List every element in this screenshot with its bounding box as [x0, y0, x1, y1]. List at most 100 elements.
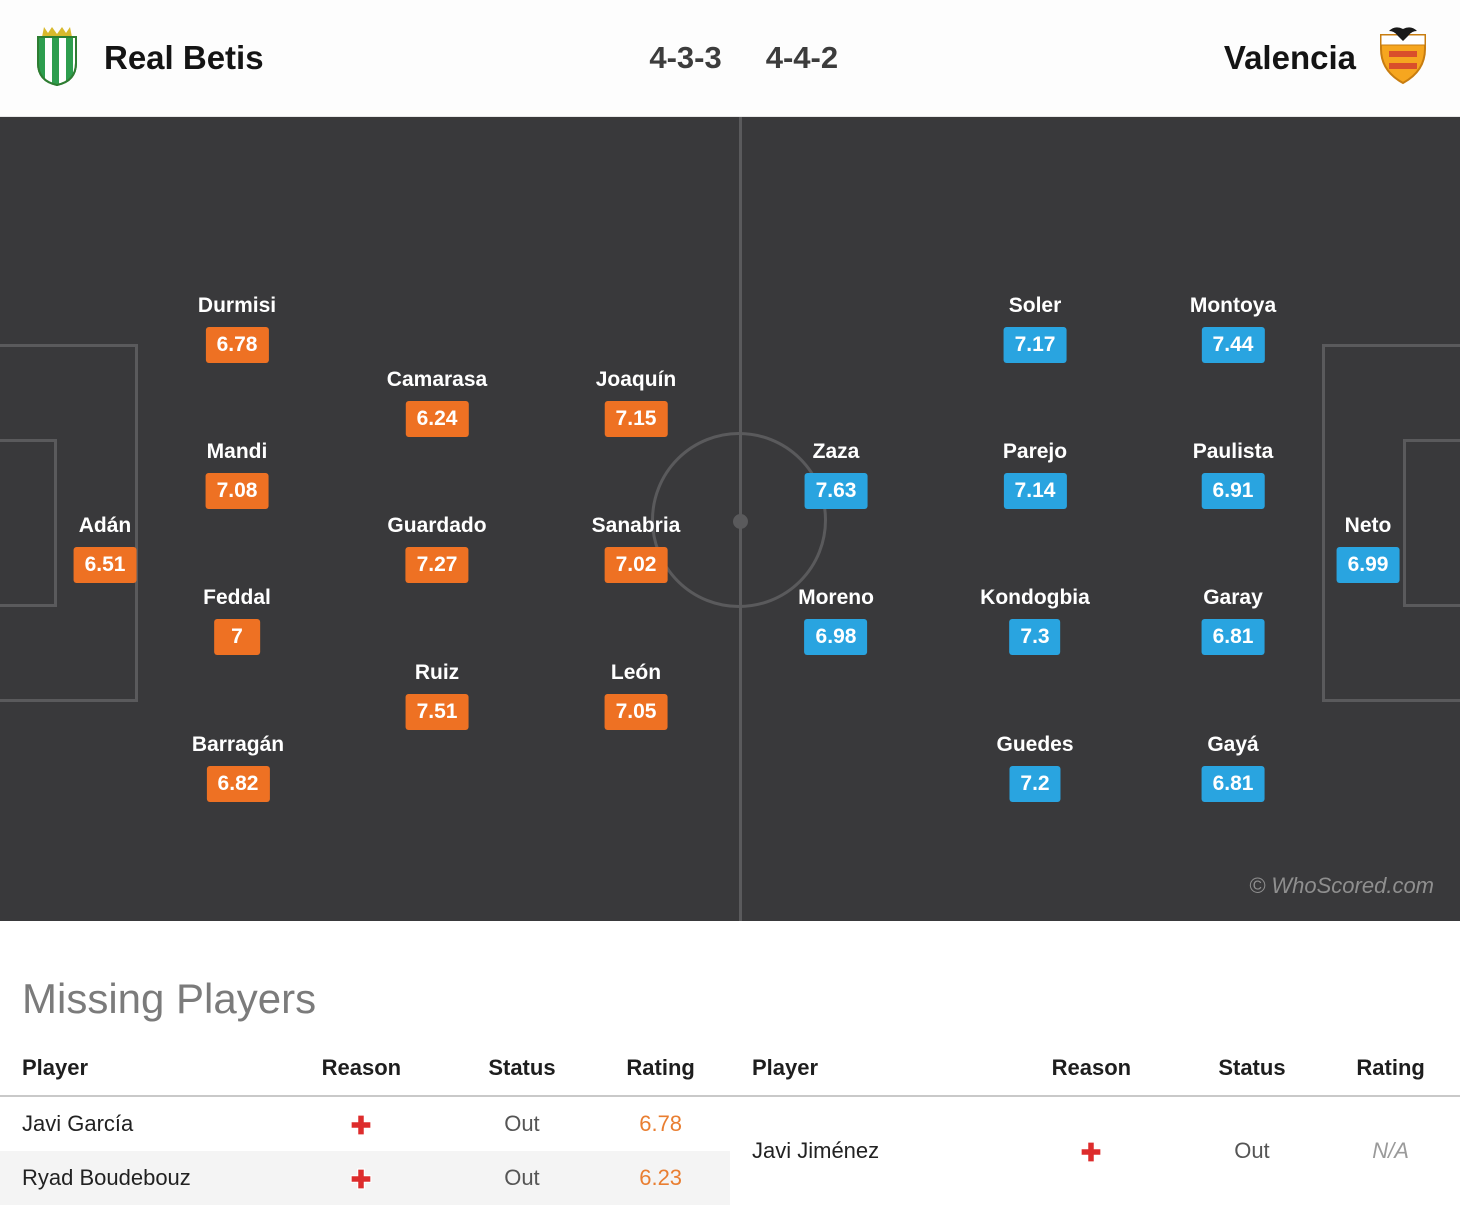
away-penalty-area: [1322, 344, 1460, 702]
col-reason: Reason: [270, 1043, 453, 1097]
missing-player-row: Javi Jiménez Out N/A: [730, 1096, 1460, 1205]
player-marker: Camarasa 6.24: [387, 368, 487, 437]
player-name: Adán: [78, 514, 132, 537]
missing-player-name: Javi Jiménez: [752, 1138, 880, 1163]
missing-player-status: Out: [504, 1111, 540, 1136]
player-rating-badge: 6.91: [1201, 473, 1265, 509]
player-rating-badge: 6.24: [405, 401, 469, 437]
player-name: Paulista: [1192, 440, 1274, 463]
missing-player-row: Javi García Out 6.78: [0, 1096, 730, 1151]
player-marker: Mandi 7.08: [205, 440, 269, 509]
player-rating-badge: 7.2: [1009, 766, 1061, 802]
home-goal-area: [0, 439, 57, 607]
player-name: Ruiz: [414, 661, 460, 684]
player-name: Guardado: [387, 514, 487, 537]
player-name: Zaza: [812, 440, 860, 463]
player-rating-badge: 6.51: [73, 547, 137, 583]
player-rating-badge: 7.3: [1009, 619, 1061, 655]
pitch: Adán 6.51 Durmisi 6.78 Mandi 7.08 Feddal…: [0, 117, 1460, 921]
player-marker: Barragán 6.82: [192, 733, 284, 802]
player-marker: Sanabria 7.02: [592, 514, 680, 583]
player-name: Garay: [1203, 586, 1263, 609]
player-marker: Durmisi 6.78: [198, 294, 276, 363]
missing-player-reason: [1000, 1096, 1183, 1205]
player-marker: Montoya 7.44: [1190, 294, 1276, 363]
player-rating-badge: 7.44: [1201, 327, 1265, 363]
player-name: Kondogbia: [980, 586, 1090, 609]
missing-players-title: Missing Players: [22, 975, 317, 1022]
away-goal-area: [1403, 439, 1460, 607]
player-rating-badge: 7.63: [804, 473, 868, 509]
col-status: Status: [452, 1043, 592, 1097]
player-name: Gayá: [1207, 733, 1259, 756]
player-marker: León 7.05: [604, 661, 668, 730]
player-marker: Parejo 7.14: [1003, 440, 1067, 509]
col-rating: Rating: [1321, 1043, 1460, 1097]
player-rating-badge: 7: [214, 619, 260, 655]
player-rating-badge: 6.81: [1201, 766, 1265, 802]
missing-player-reason: [270, 1151, 453, 1205]
away-team-header: Valencia: [1224, 25, 1430, 92]
away-missing-table: Player Reason Status Rating Javi Jiménez…: [730, 1043, 1460, 1205]
player-marker: Zaza 7.63: [804, 440, 868, 509]
col-rating: Rating: [591, 1043, 730, 1097]
formations: 4-3-3 4-4-2: [649, 40, 838, 76]
player-marker: Ruiz 7.51: [405, 661, 469, 730]
player-name: Montoya: [1189, 294, 1277, 317]
player-name: Barragán: [191, 733, 285, 756]
player-marker: Feddal 7: [203, 586, 271, 655]
player-marker: Soler 7.17: [1003, 294, 1067, 363]
center-circle: [651, 432, 827, 608]
injury-cross-icon: [350, 1114, 372, 1136]
away-team-name: Valencia: [1223, 39, 1356, 76]
player-name: Durmisi: [197, 294, 277, 317]
table-header-row: Player Reason Status Rating: [730, 1043, 1460, 1097]
missing-player-rating: 6.23: [639, 1165, 683, 1190]
col-player: Player: [0, 1043, 271, 1097]
player-rating-badge: 7.15: [604, 401, 668, 437]
missing-player-rating: N/A: [1372, 1138, 1409, 1163]
player-rating-badge: 6.99: [1336, 547, 1400, 583]
player-rating-badge: 7.17: [1003, 327, 1067, 363]
home-missing-table: Player Reason Status Rating Javi García …: [0, 1043, 730, 1205]
player-rating-badge: 6.82: [206, 766, 270, 802]
col-reason: Reason: [1000, 1043, 1183, 1097]
player-name: Joaquín: [595, 368, 677, 391]
player-rating-badge: 7.08: [205, 473, 269, 509]
away-formation: 4-4-2: [765, 40, 839, 75]
player-rating-badge: 6.98: [804, 619, 868, 655]
player-marker: Joaquín 7.15: [595, 368, 677, 437]
player-rating-badge: 7.05: [604, 694, 668, 730]
player-rating-badge: 7.14: [1003, 473, 1067, 509]
player-marker: Adán 6.51: [73, 514, 137, 583]
real-betis-crest-icon: [30, 25, 84, 92]
missing-player-name: Ryad Boudebouz: [22, 1165, 191, 1190]
player-rating-badge: 6.81: [1201, 619, 1265, 655]
valencia-crest-icon: [1376, 25, 1430, 92]
table-header-row: Player Reason Status Rating: [0, 1043, 730, 1097]
missing-player-status: Out: [1234, 1138, 1270, 1163]
player-name: Parejo: [1002, 440, 1068, 463]
injury-cross-icon: [1080, 1141, 1102, 1163]
injury-cross-icon: [350, 1168, 372, 1190]
player-marker: Guedes 7.2: [996, 733, 1074, 802]
missing-player-name: Javi García: [22, 1111, 134, 1136]
home-penalty-area: [0, 344, 138, 702]
home-formation: 4-3-3: [649, 40, 722, 75]
player-name: Moreno: [798, 586, 874, 609]
player-marker: Moreno 6.98: [798, 586, 874, 655]
player-name: Neto: [1344, 514, 1392, 537]
missing-player-rating: 6.78: [639, 1111, 683, 1136]
player-marker: Neto 6.99: [1336, 514, 1400, 583]
player-name: Camarasa: [386, 368, 488, 391]
player-name: Soler: [1008, 294, 1062, 317]
missing-player-row: Ryad Boudebouz Out 6.23: [0, 1151, 730, 1205]
player-rating-badge: 7.27: [405, 547, 469, 583]
col-player: Player: [730, 1043, 1001, 1097]
player-marker: Kondogbia 7.3: [980, 586, 1090, 655]
missing-players-section: Missing Players Player Reason Status Rat…: [0, 921, 1460, 1205]
watermark: © WhoScored.com: [1249, 873, 1434, 898]
player-rating-badge: 6.78: [205, 327, 269, 363]
match-header: Real Betis 4-3-3 4-4-2 Valencia: [0, 0, 1460, 117]
player-name: León: [610, 661, 662, 684]
